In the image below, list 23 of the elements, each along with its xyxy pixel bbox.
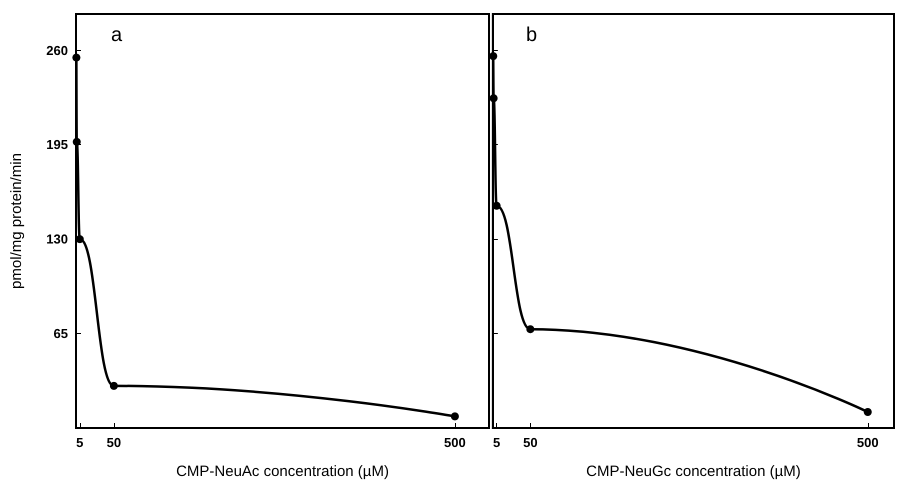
point [72, 54, 80, 62]
y-tick-label: 260 [46, 42, 68, 58]
point [490, 52, 498, 60]
x-tick-label: 500 [444, 435, 466, 450]
x-axis-title: CMP-NeuAc concentration (µM) [176, 463, 389, 480]
point [490, 94, 498, 102]
y-tick-label: 130 [46, 232, 68, 247]
y-tick-label: 195 [46, 137, 68, 152]
point [450, 412, 459, 420]
point [526, 325, 534, 334]
text: b [526, 24, 538, 46]
point [864, 408, 872, 416]
point [110, 382, 118, 390]
y-axis-title: pmol/mg protein/min [8, 153, 25, 289]
text: a [111, 24, 123, 46]
point [72, 138, 81, 146]
x-tick-label: 500 [856, 435, 879, 450]
x-axis-title: CMP-NeuGc concentration (µM) [586, 463, 801, 480]
x-tick-label: 50 [106, 435, 122, 450]
y-tick-label: 65 [54, 326, 68, 342]
x-tick-label: 5 [493, 435, 500, 450]
x-tick-label: 5 [76, 435, 84, 450]
x-tick-label: 50 [523, 435, 538, 450]
